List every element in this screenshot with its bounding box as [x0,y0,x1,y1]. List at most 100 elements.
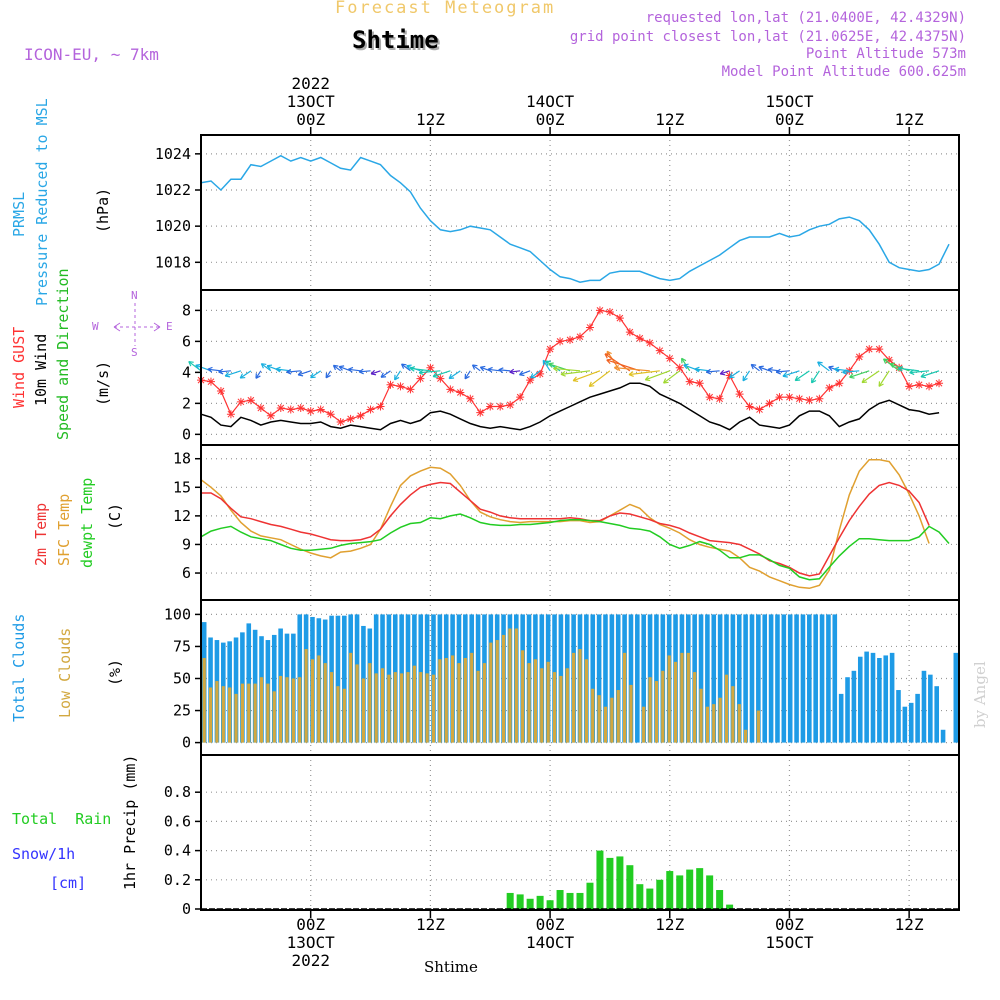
wind-direction-arrowhead [260,363,267,369]
rain-bar [716,890,724,909]
wind-direction-arrow [909,370,930,374]
wind-direction-arrowhead [606,358,612,365]
low-cloud-bar [361,678,366,743]
low-cloud-bar [400,673,404,743]
wind-direction-arrowhead [842,369,848,375]
low-cloud-bar [495,640,499,743]
temp-sfc-label: SFC Temp [55,494,73,566]
x-tick-label-bottom: 00Z [296,915,325,934]
low-cloud-bar [756,710,760,743]
wind-direction-arrowhead [370,369,377,376]
wind-direction-arrow [498,369,511,372]
y-tick-label: 12 [173,507,191,525]
low-cloud-bar [514,628,518,743]
low-cloud-bar [259,677,264,743]
wind-gust-marker [835,379,844,388]
low-cloud-bar [406,672,410,743]
temp-units: (C) [106,503,124,530]
wind-direction-arrow [297,370,311,376]
total-cloud-bar [635,614,640,743]
x-tick-label-top: 13OCT [287,92,336,111]
wind-gust-marker [406,385,415,394]
low-cloud-bar [648,677,652,743]
y-tick-label: 6 [182,564,191,582]
rain-bar [516,894,524,909]
low-cloud-bar [202,657,206,743]
y-tick-label: 0.2 [164,871,191,889]
low-cloud-bar [425,673,429,743]
wind-direction-arrow [729,370,740,379]
precip-snow-units: [cm] [50,874,86,892]
low-cloud-bar [724,674,729,743]
low-cloud-bar [457,663,461,743]
wind-compass-icon: N W E S [92,289,173,359]
rain-bar [586,882,594,909]
low-cloud-bar [412,665,416,743]
rain-bar [606,857,614,909]
wind-gust-marker [635,334,644,343]
wind-direction-arrowhead [545,360,551,366]
wind-gust-marker [615,314,624,323]
wind-direction-arrow [842,370,860,373]
total-cloud-bar [832,614,838,743]
total-cloud-bar [342,615,347,743]
wind-gust-marker [426,363,435,372]
low-cloud-bar [552,672,557,743]
wind-10m-line [200,382,940,431]
x-tick-label-bottom: 12Z [416,915,445,934]
wind-direction-arrow [432,370,451,378]
y-tick-label: 15 [173,478,191,496]
low-cloud-bar [699,688,703,743]
wind-direction-arrowhead [471,364,478,370]
low-cloud-bar [610,697,614,743]
wind-direction-arrowhead [683,363,689,370]
wind-direction-arrow [588,370,611,387]
model-label: ICON-EU, ~ 7km [24,45,159,64]
low-cloud-bar [559,675,563,743]
low-cloud-bar [215,681,219,743]
x-tick-label-top: 00Z [296,110,325,129]
clouds-low-label: Low Clouds [56,628,74,718]
low-cloud-bar [686,652,690,743]
total-cloud-bar [775,614,780,743]
total-cloud-bar [603,614,608,743]
wind-direction-arrow [776,370,790,373]
y-tick-label: 6 [182,332,191,350]
low-cloud-bar [380,668,385,743]
wind-direction-arrowhead [878,381,884,387]
total-cloud-bar [654,614,659,743]
total-cloud-bar [953,652,959,743]
wind-direction-arrowhead [297,370,304,377]
low-cloud-bar [578,649,582,743]
panel-frame [200,289,960,446]
wind-gust-marker [755,405,764,414]
total-cloud-bar [698,614,704,743]
total-cloud-bar [940,729,946,743]
wind-direction-arrowhead [498,367,504,374]
wind-direction-arrowhead [750,363,757,370]
total-cloud-bar [921,670,927,743]
wind-direction-arrow [758,366,770,372]
low-cloud-bar [266,683,270,743]
gridpoint-coords: grid point closest lon,lat (21.0625E, 42… [569,29,966,45]
total-cloud-bar [908,702,914,743]
rain-bar [696,868,704,909]
wind-direction-arrowhead [347,366,354,373]
wind-gust-marker [336,417,345,426]
rain-bar [626,865,634,909]
wind-direction-arrow [553,367,581,372]
requested-coords: requested lon,lat (21.0400E, 42.4329N) [645,10,966,26]
wind-direction-arrowhead [448,373,455,380]
wind-gust-marker [446,385,455,394]
total-cloud-bar [870,652,876,743]
wind-direction-arrow [380,370,391,378]
wind-direction-arrowhead [553,365,559,372]
low-cloud-bar [501,634,506,743]
wind-gust-marker [685,377,694,386]
low-cloud-bar [304,649,308,743]
total-cloud-bar [883,655,889,743]
wind-direction-arrow [359,370,371,373]
pressure-units: (hPa) [94,188,112,233]
temp-dew-label: dewpt Temp [78,478,96,568]
wind-direction-arrowhead [358,368,364,375]
